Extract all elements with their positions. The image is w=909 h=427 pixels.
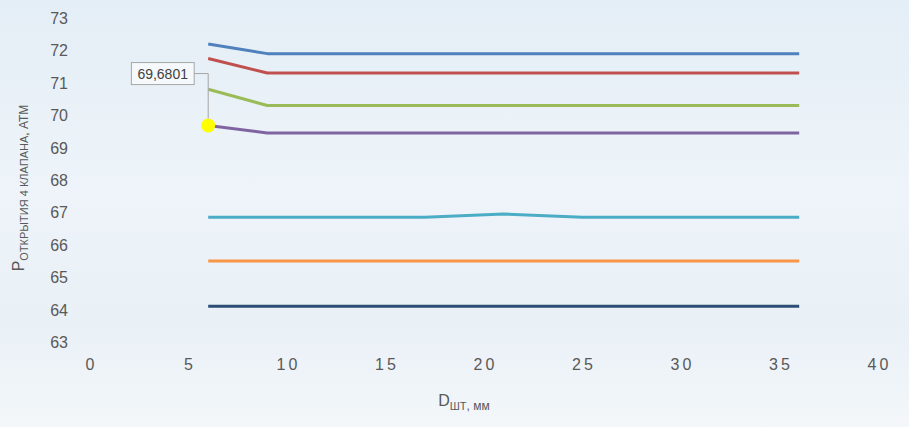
x-tick-label: 15 (375, 356, 399, 373)
series-line (208, 59, 799, 74)
x-axis-title-subscript: ШТ (450, 400, 467, 412)
x-tick (582, 342, 583, 346)
y-tick-label: 64 (50, 302, 68, 319)
y-tick (86, 18, 90, 19)
x-tick-label: 30 (671, 356, 695, 373)
x-tick (188, 342, 189, 346)
y-tick (86, 277, 90, 278)
x-axis-title-main: D (438, 392, 450, 409)
y-tick-label: 73 (50, 10, 68, 27)
y-tick-label: 66 (50, 237, 68, 254)
y-tick-label: 72 (50, 42, 68, 59)
x-tick-label: 20 (474, 356, 498, 373)
x-tick (287, 342, 288, 346)
series-line (208, 305, 799, 308)
series-line (208, 126, 799, 133)
y-tick (86, 342, 90, 343)
series-line (208, 214, 799, 217)
y-tick-label: 69 (50, 140, 68, 157)
y-tick (86, 212, 90, 213)
series-line (208, 44, 799, 54)
x-tick (90, 342, 91, 346)
x-tick (385, 342, 386, 346)
x-tick-label: 5 (184, 356, 196, 373)
y-tick (86, 50, 90, 51)
annotation-box (131, 63, 194, 85)
y-axis-title: PОТКРЫТИЯ 4 КЛАПАНА, АТМ (10, 105, 31, 272)
x-tick (878, 342, 879, 346)
x-tick (484, 342, 485, 346)
y-tick-label: 68 (50, 172, 68, 189)
y-axis-title-subscript: ОТКРЫТИЯ 4 КЛАПАНА (18, 135, 30, 261)
x-tick (779, 342, 780, 346)
y-tick (86, 180, 90, 181)
y-tick (86, 147, 90, 148)
annotation-label: 69,6801 (137, 66, 188, 82)
y-tick-label: 70 (50, 107, 68, 124)
series-line (208, 260, 799, 263)
annotation-leader (194, 74, 208, 119)
y-tick (86, 309, 90, 310)
y-axis-title-main: P (10, 261, 27, 272)
y-tick-label: 67 (50, 204, 68, 221)
x-axis-title-suffix: , мм (467, 399, 490, 413)
y-tick-label: 63 (50, 334, 68, 351)
series-line (208, 89, 799, 105)
y-tick (86, 82, 90, 83)
chart: 63 64 65 66 67 68 69 70 71 72 73 0 5 10 15 20 25 30 35 40 DШ… (0, 0, 909, 427)
x-tick-label: 25 (572, 356, 596, 373)
y-tick (86, 115, 90, 116)
x-tick-label: 40 (868, 356, 892, 373)
x-tick-label: 35 (769, 356, 793, 373)
y-axis-title-suffix: , АТМ (17, 105, 31, 136)
y-tick-label: 71 (50, 75, 68, 92)
annotation-point (201, 119, 215, 133)
y-tick (86, 244, 90, 245)
x-tick-label: 0 (86, 356, 98, 373)
y-tick-label: 65 (50, 269, 68, 286)
x-tick (681, 342, 682, 346)
plot-area (201, 44, 799, 306)
x-tick-label: 10 (277, 356, 301, 373)
x-axis-title: DШТ, мм (438, 392, 490, 413)
